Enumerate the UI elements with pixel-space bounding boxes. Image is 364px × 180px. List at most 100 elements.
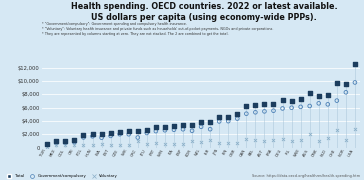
Point	[352, 81, 358, 84]
Point	[153, 142, 159, 145]
Point	[90, 144, 95, 147]
Point	[325, 103, 331, 106]
Point	[325, 137, 331, 140]
Point	[262, 110, 268, 113]
Point	[99, 142, 104, 145]
Point	[244, 138, 249, 141]
Point	[189, 140, 195, 143]
Point	[216, 115, 222, 118]
Point	[280, 138, 285, 141]
Point	[316, 139, 322, 142]
Point	[135, 129, 141, 132]
Point	[44, 143, 50, 146]
Point	[71, 139, 77, 141]
Point	[270, 109, 276, 112]
Point	[334, 129, 340, 132]
Point	[189, 123, 195, 126]
Point	[307, 105, 313, 107]
Point	[216, 141, 222, 144]
Point	[307, 133, 313, 136]
Point	[117, 133, 123, 136]
Point	[108, 132, 114, 134]
Point	[198, 141, 204, 144]
Text: * "Government/compulsory": Government spending and compulsory health insurance.
: * "Government/compulsory": Government sp…	[42, 22, 273, 36]
Point	[117, 144, 123, 147]
Point	[225, 141, 231, 144]
Point	[63, 141, 68, 144]
Point	[270, 102, 276, 105]
Point	[126, 130, 132, 133]
Point	[352, 63, 358, 66]
Point	[54, 142, 59, 145]
Point	[108, 143, 114, 146]
Point	[280, 99, 285, 102]
Point	[343, 138, 349, 141]
Point	[153, 125, 159, 128]
Point	[180, 124, 186, 127]
Point	[153, 130, 159, 132]
Point	[334, 82, 340, 85]
Point	[144, 132, 150, 134]
Point	[225, 115, 231, 118]
Point	[135, 139, 141, 142]
Point	[162, 125, 168, 128]
Point	[171, 128, 177, 131]
Point	[343, 83, 349, 86]
Point	[244, 112, 249, 115]
Point	[280, 107, 285, 110]
Point	[262, 103, 268, 106]
Point	[54, 139, 59, 142]
Point	[54, 144, 59, 147]
Point	[225, 120, 231, 123]
Point	[325, 94, 331, 97]
Point	[144, 143, 150, 146]
Point	[253, 104, 258, 107]
Point	[253, 139, 258, 142]
Point	[180, 142, 186, 145]
Point	[71, 141, 77, 144]
Point	[289, 106, 294, 109]
Point	[117, 130, 123, 133]
Point	[216, 120, 222, 123]
Point	[90, 135, 95, 138]
Point	[298, 98, 304, 101]
Point	[162, 143, 168, 145]
Point	[80, 136, 86, 139]
Point	[298, 105, 304, 108]
Point	[207, 139, 213, 141]
Point	[126, 133, 132, 136]
Point	[270, 139, 276, 142]
Point	[126, 143, 132, 146]
Point	[80, 143, 86, 146]
Point	[171, 142, 177, 145]
Point	[334, 99, 340, 102]
Point	[316, 95, 322, 98]
Text: Health spending. OECD countries. 2022 or latest available.: Health spending. OECD countries. 2022 or…	[71, 2, 337, 11]
Point	[343, 91, 349, 94]
Point	[207, 128, 213, 131]
Point	[99, 132, 104, 135]
Point	[234, 117, 240, 120]
Point	[244, 104, 249, 107]
Point	[71, 144, 77, 147]
Point	[80, 133, 86, 136]
Point	[135, 136, 141, 139]
Legend: Total, Government/compulsory, Voluntary: Total, Government/compulsory, Voluntary	[5, 174, 118, 178]
Point	[108, 134, 114, 137]
Point	[234, 112, 240, 115]
Point	[234, 141, 240, 144]
Point	[253, 111, 258, 114]
Point	[63, 144, 68, 147]
Point	[189, 129, 195, 132]
Point	[90, 132, 95, 135]
Point	[162, 129, 168, 132]
Point	[99, 136, 104, 139]
Point	[307, 91, 313, 94]
Point	[44, 142, 50, 145]
Point	[198, 120, 204, 123]
Point	[316, 102, 322, 105]
Point	[298, 139, 304, 142]
Point	[180, 128, 186, 131]
Point	[144, 128, 150, 131]
Point	[44, 145, 50, 148]
